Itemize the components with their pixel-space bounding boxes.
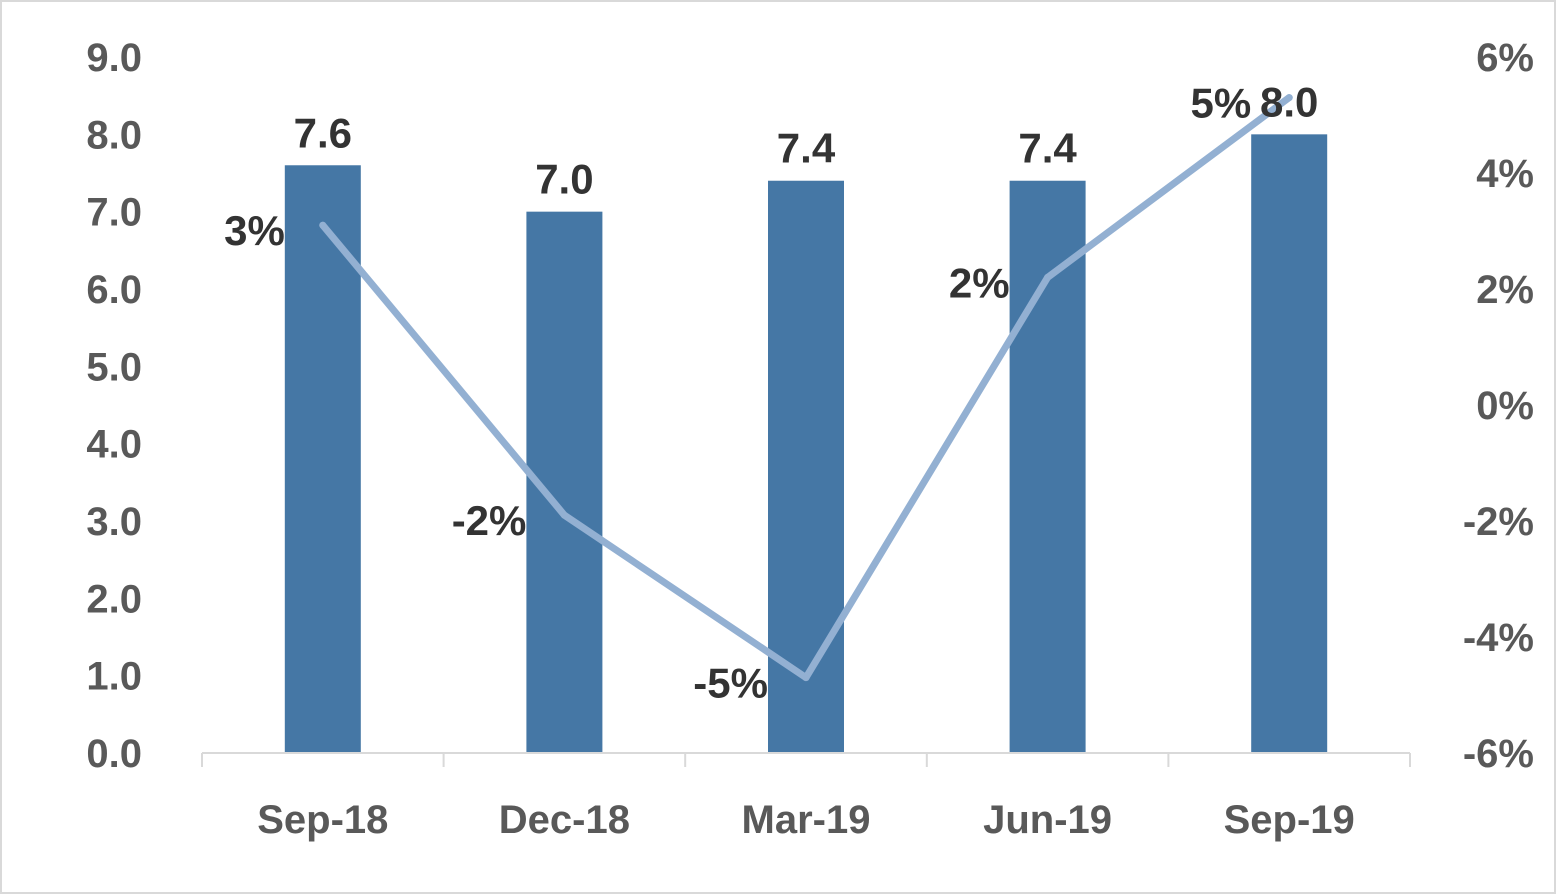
bar — [768, 180, 844, 753]
left-tick-label: 2.0 — [86, 577, 142, 621]
left-tick-label: 7.0 — [86, 191, 142, 235]
left-tick-label: 8.0 — [86, 113, 142, 157]
left-tick-label: 6.0 — [86, 268, 142, 312]
category-label: Dec-18 — [499, 798, 630, 842]
bar-value-label: 7.0 — [535, 156, 593, 203]
category-label: Sep-19 — [1224, 798, 1355, 842]
category-label: Mar-19 — [742, 798, 871, 842]
line-point — [1044, 273, 1052, 281]
bar-value-labels: 7.6 7.0 7.4 7.4 8.0 — [294, 78, 1319, 202]
left-tick-label: 1.0 — [86, 655, 142, 699]
bar-series — [284, 134, 1328, 754]
left-tick-label: 9.0 — [86, 36, 142, 80]
right-tick-label: -4% — [1463, 616, 1534, 660]
bar — [1251, 134, 1328, 754]
right-tick-label: 6% — [1476, 36, 1534, 80]
category-label: Jun-19 — [983, 798, 1112, 842]
right-tick-label: 4% — [1476, 152, 1534, 196]
x-axis: Sep-18 Dec-18 Mar-19 Jun-19 Sep-19 — [201, 752, 1411, 842]
right-axis-ticks: -6% -4% -2% 0% 2% 4% 6% — [1463, 36, 1534, 776]
bar-value-label: 7.4 — [777, 125, 836, 172]
line-series — [319, 94, 1293, 682]
bar-value-label: 8.0 — [1260, 78, 1318, 125]
left-tick-label: 5.0 — [86, 345, 142, 389]
line-value-label: 2% — [949, 259, 1010, 306]
right-tick-label: 2% — [1476, 268, 1534, 312]
bar — [1009, 180, 1086, 753]
right-tick-label: -6% — [1463, 732, 1534, 776]
line-value-label: 5% — [1190, 80, 1251, 127]
line-point — [802, 674, 810, 682]
line-point — [1285, 94, 1293, 102]
bar-value-label: 7.4 — [1018, 125, 1077, 172]
line-value-labels: 3% -2% -5% 2% 5% — [224, 80, 1251, 707]
line-value-label: -2% — [452, 497, 527, 544]
left-tick-label: 3.0 — [86, 500, 142, 544]
bar-value-label: 7.6 — [294, 109, 352, 156]
left-axis-ticks: 0.0 1.0 2.0 3.0 4.0 5.0 6.0 7.0 8.0 9.0 — [86, 36, 142, 776]
left-tick-label: 4.0 — [86, 423, 142, 467]
line-point — [560, 511, 568, 519]
bar — [284, 165, 361, 753]
line-point — [319, 221, 327, 229]
line-value-label: 3% — [224, 207, 285, 254]
right-tick-label: 0% — [1476, 384, 1534, 428]
left-tick-label: 0.0 — [86, 732, 142, 776]
right-tick-label: -2% — [1463, 500, 1534, 544]
line-value-label: -5% — [693, 660, 768, 707]
category-label: Sep-18 — [257, 798, 388, 842]
